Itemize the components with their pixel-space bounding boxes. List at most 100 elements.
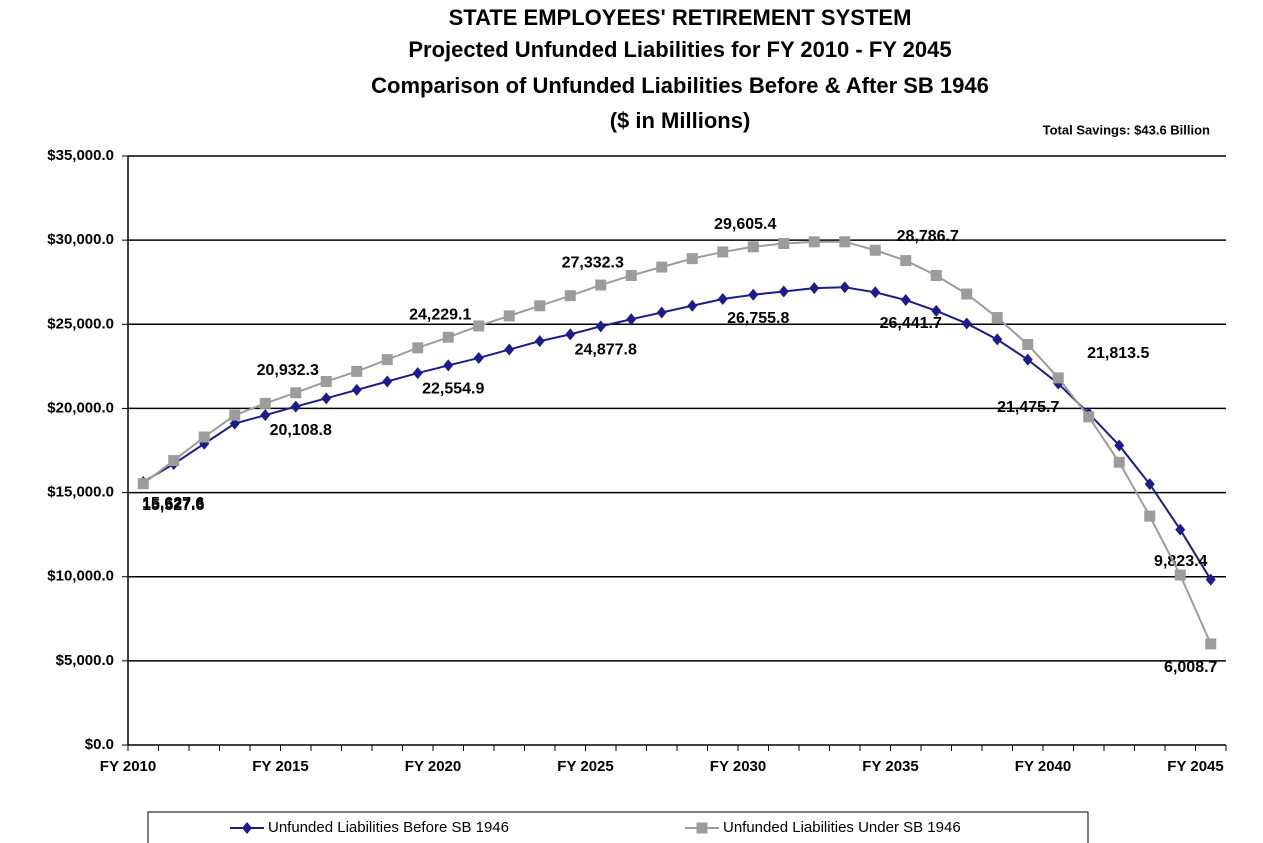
marker	[534, 335, 545, 348]
y-tick-label: $0.0	[85, 736, 114, 753]
data-label: 24,229.1	[409, 306, 471, 323]
marker	[717, 293, 728, 306]
data-label: 26,755.8	[727, 310, 789, 327]
marker	[534, 300, 546, 312]
chart-title: STATE EMPLOYEES' RETIREMENT SYSTEM	[449, 5, 912, 30]
marker	[564, 290, 576, 302]
x-tick-label: FY 2015	[252, 758, 308, 775]
marker	[1052, 372, 1064, 384]
marker	[625, 269, 637, 281]
y-tick-label: $30,000.0	[47, 231, 114, 248]
marker	[900, 294, 911, 307]
marker	[686, 253, 698, 265]
marker	[626, 313, 637, 326]
chart-subtitle: ($ in Millions)	[610, 108, 751, 133]
marker	[778, 285, 789, 298]
marker	[992, 333, 1003, 346]
y-tick-label: $10,000.0	[47, 568, 114, 585]
series-line	[142, 286, 1212, 581]
marker	[656, 306, 667, 319]
marker	[168, 455, 180, 467]
chart-subtitle: Projected Unfunded Liabilities for FY 20…	[408, 37, 951, 62]
marker	[1114, 439, 1125, 452]
marker	[503, 310, 515, 322]
marker	[1022, 338, 1034, 350]
marker	[443, 359, 454, 372]
marker	[869, 244, 881, 256]
marker	[321, 392, 332, 405]
data-label: 21,475.7	[997, 399, 1059, 416]
chart-subtitle: Comparison of Unfunded Liabilities Befor…	[371, 73, 989, 98]
marker	[320, 376, 332, 388]
marker	[656, 261, 668, 273]
y-tick-label: $20,000.0	[47, 399, 114, 416]
x-tick-label: FY 2045	[1167, 758, 1223, 775]
data-label: 6,008.7	[1164, 659, 1217, 676]
x-tick-label: FY 2035	[862, 758, 918, 775]
marker	[473, 351, 484, 364]
marker	[991, 312, 1003, 324]
data-label: 29,605.4	[714, 216, 776, 233]
marker	[351, 365, 363, 377]
marker	[930, 269, 942, 281]
marker	[839, 236, 851, 248]
x-tick-label: FY 2025	[557, 758, 613, 775]
x-tick-label: FY 2030	[710, 758, 766, 775]
marker	[687, 299, 698, 312]
marker	[809, 282, 820, 295]
marker	[1113, 456, 1125, 468]
marker	[1205, 573, 1216, 586]
marker	[961, 317, 972, 330]
marker	[1174, 569, 1186, 581]
marker	[229, 409, 241, 421]
marker	[381, 354, 393, 366]
legend-marker	[242, 822, 252, 834]
marker	[961, 288, 973, 300]
marker	[290, 387, 302, 399]
marker	[259, 397, 271, 409]
marker	[778, 238, 790, 250]
marker	[1205, 638, 1217, 650]
data-label: 15,527.6	[142, 497, 204, 514]
marker	[1175, 523, 1186, 536]
marker	[412, 367, 423, 380]
data-label: 15,627.6	[142, 495, 204, 512]
data-label: 9,823.4	[1154, 553, 1207, 570]
marker	[717, 246, 729, 258]
legend-marker	[696, 822, 708, 834]
marker	[1083, 411, 1095, 423]
x-tick-label: FY 2040	[1015, 758, 1071, 775]
marker	[808, 236, 820, 248]
marker	[137, 478, 149, 490]
marker	[473, 320, 485, 332]
series-line	[142, 240, 1212, 645]
annotation: Total Savings: $43.6 Billion	[1043, 122, 1210, 137]
y-tick-label: $5,000.0	[56, 652, 114, 669]
data-label: 26,441.7	[880, 315, 942, 332]
marker	[198, 431, 210, 443]
marker	[290, 400, 301, 413]
data-label: 21,813.5	[1087, 345, 1149, 362]
marker	[900, 255, 912, 267]
marker	[595, 279, 607, 291]
marker	[382, 375, 393, 388]
data-label: 24,877.8	[575, 342, 637, 359]
marker	[748, 288, 759, 301]
data-label: 20,932.3	[257, 362, 319, 379]
marker	[1022, 353, 1033, 366]
data-label: 27,332.3	[562, 254, 624, 271]
marker	[747, 241, 759, 253]
legend-label: Unfunded Liabilities Under SB 1946	[723, 819, 961, 836]
marker	[931, 304, 942, 317]
y-tick-label: $15,000.0	[47, 484, 114, 501]
marker	[351, 383, 362, 396]
legend-label: Unfunded Liabilities Before SB 1946	[268, 819, 509, 836]
data-label: 22,554.9	[422, 381, 484, 398]
x-tick-label: FY 2020	[405, 758, 461, 775]
legend-box	[147, 811, 1089, 843]
marker	[595, 320, 606, 333]
marker	[1144, 510, 1156, 522]
marker	[565, 328, 576, 341]
marker	[412, 342, 424, 354]
